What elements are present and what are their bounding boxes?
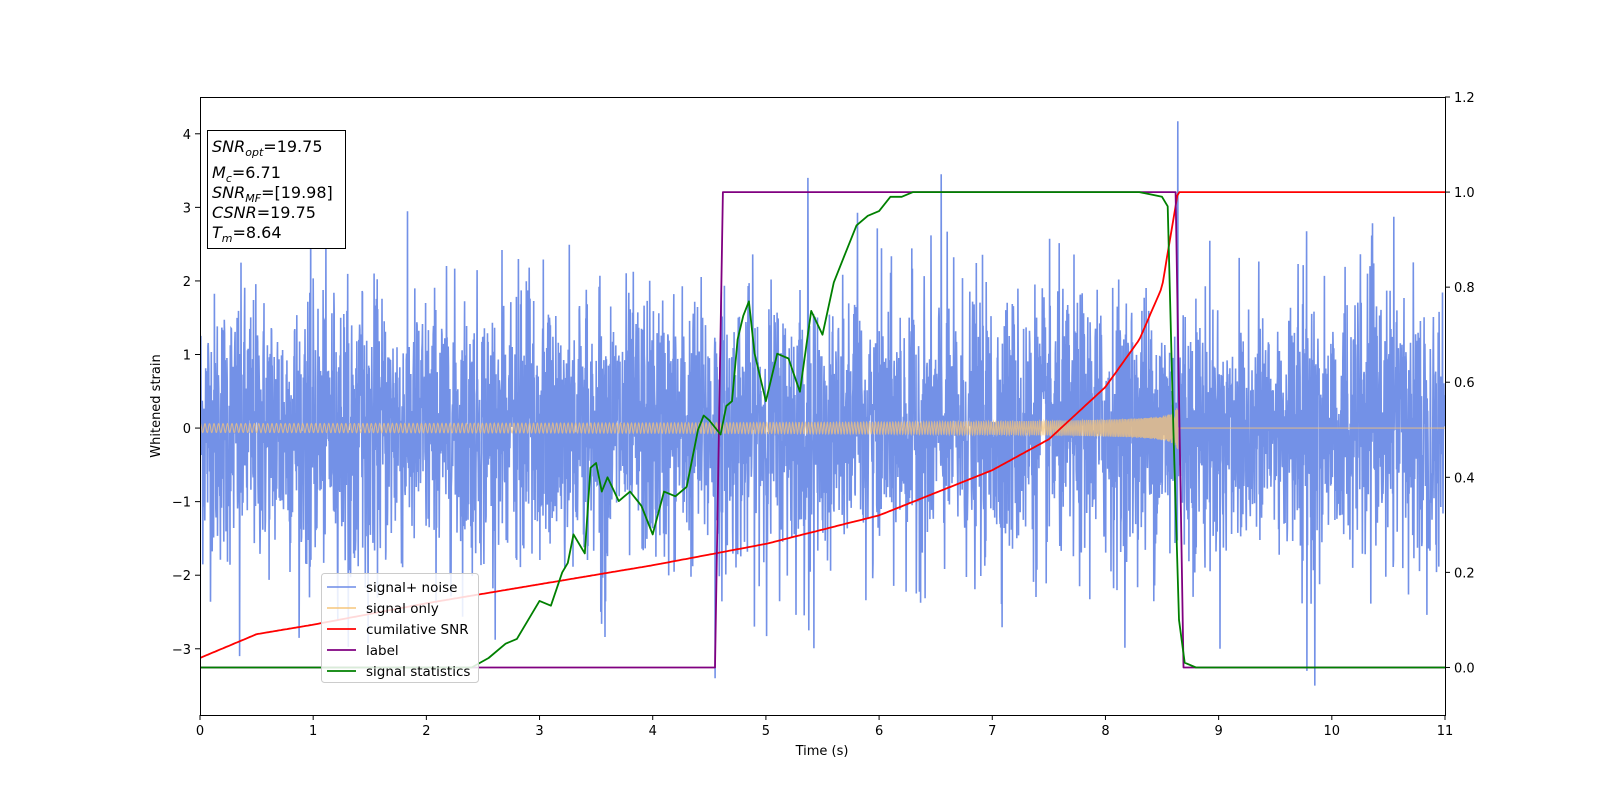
x-tick-label: 6: [875, 724, 883, 739]
x-tick-label: 11: [1437, 724, 1454, 739]
x-tick-label: 9: [1214, 724, 1222, 739]
legend: signal+ noise signal only cumilative SNR la…: [321, 573, 479, 683]
annotation-line: SNRMF=[19.98]: [212, 183, 333, 205]
y2-tick-label: 1.0: [1454, 186, 1475, 201]
annotation-frame: [207, 130, 346, 249]
annotation-line: Tm=8.64: [212, 223, 282, 245]
x-tick-label: 7: [988, 724, 996, 739]
y2-tick-label: 1.2: [1454, 91, 1475, 106]
y2-tick-label: 0.2: [1454, 566, 1475, 581]
annotation-line: CSNR=19.75: [212, 203, 316, 222]
series-signal-statistics: [200, 191, 1445, 669]
y-axis-label: Whitened strain: [149, 354, 164, 457]
legend-frame: [321, 573, 479, 683]
y2-tick-label: 0.6: [1454, 376, 1475, 391]
y-tick-label: −1: [172, 496, 191, 511]
x-tick-label: 3: [535, 724, 543, 739]
legend-label: cumilative SNR: [366, 622, 469, 638]
y2-tick-label: 0.8: [1454, 281, 1475, 296]
x-axis-label: Time (s): [795, 744, 849, 759]
x-tick-label: 1: [309, 724, 317, 739]
annotation-line: Mc=6.71: [212, 163, 281, 185]
y-tick-label: 1: [183, 349, 191, 364]
annotation-box: SNRopt=19.75 Mc=6.71SNRMF=[19.98]CSNR=19.…: [207, 130, 346, 249]
legend-label: signal only: [366, 601, 439, 617]
x-tick-label: 8: [1101, 724, 1109, 739]
y2-tick-label: 0.0: [1454, 661, 1475, 676]
y-tick-label: 3: [183, 201, 191, 216]
y-tick-label: −3: [172, 643, 191, 658]
annotation-line: SNRopt=19.75: [212, 137, 323, 159]
legend-label: label: [366, 643, 399, 659]
y-tick-label: −2: [172, 569, 191, 584]
x-tick-label: 5: [762, 724, 770, 739]
y-axis-right: 0.0 0.2 0.4 0.6 0.8 1.0 1.2: [1445, 91, 1475, 676]
legend-label: signal statistics: [366, 664, 470, 680]
y-tick-label: 2: [183, 275, 191, 290]
y-tick-label: 4: [183, 128, 191, 143]
y-axis-left: −3 −2 −1 0 1 2 3 4: [172, 128, 200, 658]
x-tick-label: 2: [422, 724, 430, 739]
x-tick-label: 4: [649, 724, 657, 739]
legend-label: signal+ noise: [366, 580, 457, 596]
x-axis: 0 1 2 3 4 5 6 7 8 9 10 11: [196, 715, 1453, 739]
plot-frame: [200, 97, 1446, 716]
x-tick-label: 0: [196, 724, 204, 739]
series-signal-only: [200, 408, 1445, 450]
y-tick-label: 0: [183, 422, 191, 437]
y2-tick-label: 0.4: [1454, 471, 1475, 486]
x-tick-label: 10: [1324, 724, 1341, 739]
series-signal-noise: [200, 121, 1445, 686]
